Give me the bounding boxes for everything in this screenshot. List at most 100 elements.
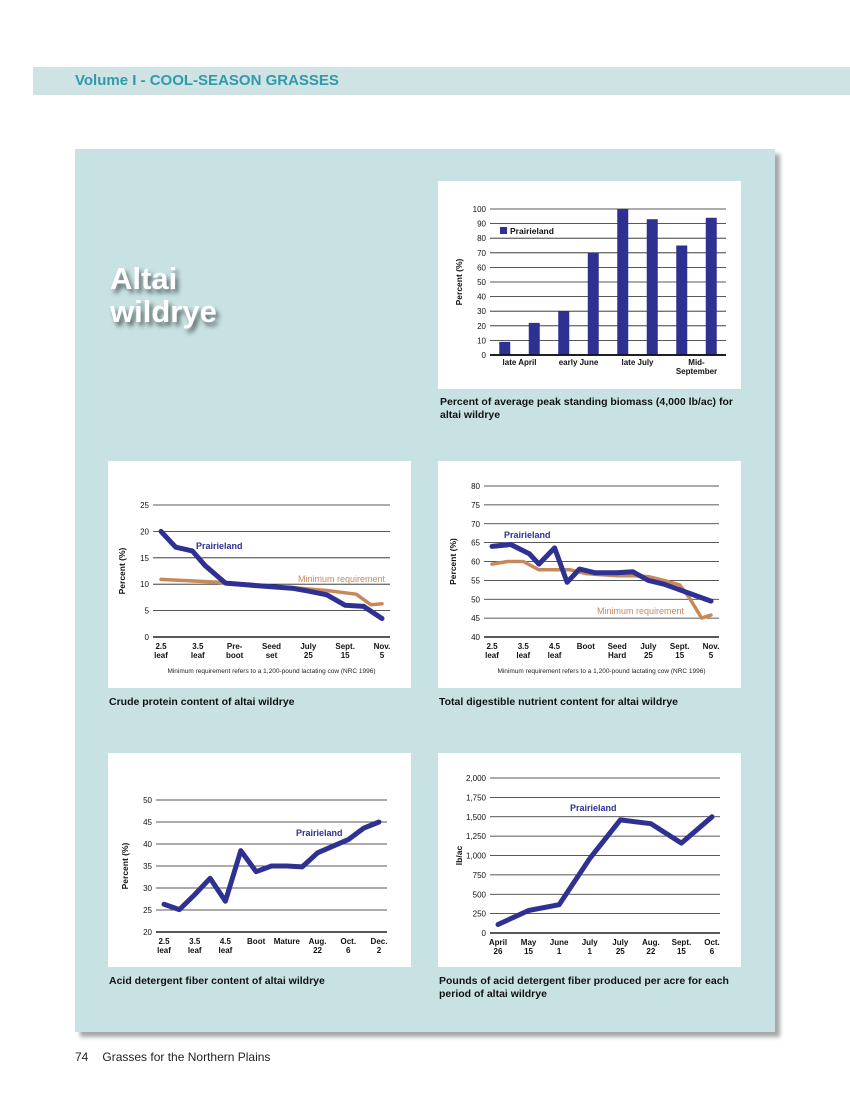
crude-protein-xtick-label: 3.5 [192,642,204,651]
tdn-ytick-label: 40 [471,633,480,642]
adf-ytick-label: 20 [143,928,152,937]
book-title: Grasses for the Northern Plains [102,1050,271,1064]
biomass-bar [705,217,717,355]
biomass-ytick-label: 40 [477,293,486,302]
tdn-xtick-label: 15 [675,651,684,660]
page-footer: 74 Grasses for the Northern Plains [75,1050,284,1064]
biomass-ytick-label: 10 [477,336,486,345]
biomass-chart: 0 10 20 30 40 50 60 70 80 90 100 Percent (%) late Ap… [438,181,741,389]
crude-protein-xtick-label: 25 [304,651,313,660]
adf-pounds-ytick-label: 750 [473,871,487,880]
adf-ytick-label: 30 [143,884,152,893]
crude-protein-ytick-label: 15 [140,554,149,563]
adf-pounds-xtick-label: 15 [524,947,533,956]
tdn-minimum-label: Minimum requirement [597,606,685,616]
adf-pounds-prairieland-label: Prairieland [570,803,617,813]
adf-xtick-label: leaf [157,946,171,955]
tdn-ytick-label: 70 [471,520,480,529]
adf-xtick-label: leaf [188,946,202,955]
biomass-bar [499,341,511,355]
tdn-xtick-label: Seed [608,642,627,651]
crude-protein-xtick-label: leaf [154,651,168,660]
adf-pounds-ytick-label: 250 [473,910,487,919]
adf-xtick-label: leaf [219,946,233,955]
page-number: 74 [75,1050,89,1064]
adf-xtick-label: Oct. [341,937,357,946]
header-band [33,67,850,95]
biomass-ytick-label: 100 [473,205,487,214]
tdn-xtick-label: 5 [709,651,714,660]
biomass-bar [676,245,688,355]
adf-ytick-label: 45 [143,818,152,827]
adf-pounds-xtick-label: April [489,938,507,947]
crude-protein-ytick-label: 10 [140,580,149,589]
biomass-legend-label: Prairieland [510,226,554,236]
adf-pounds-chart: 0 250 500 750 1,000 1,250 1,500 1,750 2,000 lb/ac… [438,753,741,967]
tdn-prairieland-label: Prairieland [504,530,551,540]
crude-protein-xtick-label: 5 [380,651,385,660]
crude-protein-xtick-label: 15 [341,651,350,660]
adf-chart: 20 25 30 35 40 45 50 Percent (%) 2.5 leaf 3.5 leaf 4… [108,753,411,967]
adf-xtick-label: 22 [313,946,322,955]
adf-xtick-label: Dec. [371,937,388,946]
adf-ytick-label: 35 [143,862,152,871]
adf-ytick-label: 50 [143,796,152,805]
tdn-ylabel: Percent (%) [448,538,458,585]
tdn-ytick-label: 45 [471,614,480,623]
adf-prairieland-label: Prairieland [296,828,343,838]
species-title: Altai wildrye [110,262,310,328]
adf-xtick-label: 2.5 [158,937,170,946]
biomass-ylabel: Percent (%) [454,258,464,305]
adf-pounds-xtick-label: Aug. [642,938,660,947]
tdn-xtick-label: leaf [548,651,562,660]
biomass-chart-caption: Percent of average peak standing biomass… [440,396,733,421]
adf-prairieland-line [161,819,382,913]
crude-protein-prairieland-line [158,528,385,621]
crude-protein-ylabel: Percent (%) [117,547,127,594]
biomass-xtick-label: Mid- [688,358,705,367]
adf-pounds-xtick-label: Oct. [704,938,720,947]
tdn-chart: 40 45 50 55 60 65 70 75 80 Percent (%) 2.5 leaf 3.5 l… [438,461,741,688]
biomass-chart-svg: 0 10 20 30 40 50 60 70 80 90 100 Percent (%) late Ap… [454,205,726,376]
adf-pounds-xtick-label: July [582,938,599,947]
tdn-xtick-label: leaf [516,651,530,660]
crude-protein-xtick-label: July [300,642,317,651]
biomass-bar [587,252,599,355]
crude-protein-xtick-label: Nov. [374,642,391,651]
tdn-footnote: Minimum requirement refers to a 1,200-po… [497,668,705,675]
crude-protein-xtick-label: 2.5 [155,642,167,651]
adf-ytick-label: 40 [143,840,152,849]
biomass-ytick-label: 20 [477,322,486,331]
adf-pounds-xtick-label: 1 [557,947,562,956]
adf-xtick-label: 2 [377,946,382,955]
crude-protein-ytick-label: 5 [145,607,150,616]
crude-protein-xtick-label: boot [226,651,244,660]
crude-protein-xtick-label: set [266,651,278,660]
crude-protein-xtick-label: Seed [262,642,281,651]
biomass-xtick-label: September [676,367,717,376]
adf-xtick-label: Aug. [309,937,327,946]
biomass-bar [528,322,540,355]
adf-pounds-chart-svg: 0 250 500 750 1,000 1,250 1,500 1,750 2,000 lb/ac… [454,774,720,956]
biomass-bar [558,311,570,355]
adf-pounds-xtick-label: 6 [710,947,715,956]
adf-pounds-xtick-label: 1 [587,947,592,956]
crude-protein-xtick-label: Pre- [227,642,243,651]
adf-pounds-xtick-label: 22 [646,947,655,956]
biomass-ytick-label: 90 [477,220,486,229]
species-title-line-2: wildrye [110,294,217,329]
adf-pounds-ytick-label: 1,750 [466,793,487,802]
biomass-xtick-label: early June [559,358,599,367]
biomass-bar [617,209,629,355]
biomass-xtick-label: late April [503,358,537,367]
biomass-ytick-label: 60 [477,263,486,272]
tdn-xtick-label: Hard [608,651,626,660]
adf-pounds-ytick-label: 500 [473,890,487,899]
biomass-xtick-label: late July [621,358,654,367]
crude-protein-ytick-label: 25 [140,501,149,510]
crude-protein-prairieland-label: Prairieland [196,541,243,551]
adf-pounds-xtick-label: June [550,938,569,947]
